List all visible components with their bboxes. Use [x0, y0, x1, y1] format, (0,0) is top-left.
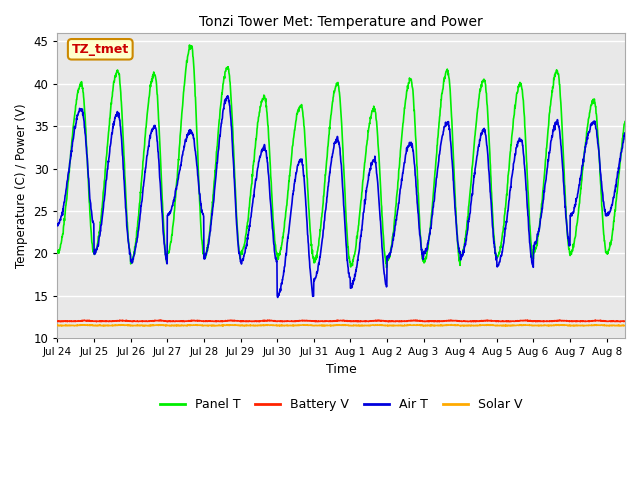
Battery V: [605, 318, 613, 324]
Solar V: [460, 323, 468, 329]
Panel T: [605, 247, 612, 253]
Battery V: [621, 318, 629, 324]
Solar V: [54, 322, 61, 328]
Panel T: [54, 248, 61, 254]
Panel T: [186, 42, 193, 48]
X-axis label: Time: Time: [326, 363, 356, 376]
Air T: [501, 229, 509, 235]
Solar V: [501, 323, 509, 328]
Solar V: [314, 323, 322, 328]
Air T: [621, 132, 629, 138]
Legend: Panel T, Battery V, Air T, Solar V: Panel T, Battery V, Air T, Solar V: [155, 393, 527, 416]
Battery V: [54, 318, 61, 324]
Battery V: [330, 318, 337, 324]
Panel T: [330, 91, 337, 96]
Text: TZ_tmet: TZ_tmet: [72, 43, 129, 56]
Title: Tonzi Tower Met: Temperature and Power: Tonzi Tower Met: Temperature and Power: [199, 15, 483, 29]
Y-axis label: Temperature (C) / Power (V): Temperature (C) / Power (V): [15, 103, 28, 268]
Solar V: [605, 323, 612, 328]
Panel T: [605, 247, 613, 253]
Air T: [315, 262, 323, 267]
Air T: [605, 210, 612, 216]
Panel T: [383, 264, 390, 270]
Solar V: [621, 323, 629, 328]
Battery V: [605, 318, 612, 324]
Air T: [605, 210, 613, 216]
Solar V: [447, 322, 455, 327]
Air T: [224, 93, 232, 99]
Panel T: [501, 210, 509, 216]
Battery V: [315, 318, 323, 324]
Solar V: [605, 323, 613, 329]
Battery V: [81, 317, 88, 323]
Battery V: [83, 318, 90, 324]
Battery V: [501, 318, 509, 324]
Panel T: [621, 119, 629, 124]
Line: Air T: Air T: [58, 96, 625, 298]
Battery V: [472, 319, 479, 324]
Line: Solar V: Solar V: [58, 324, 625, 326]
Air T: [330, 144, 338, 149]
Solar V: [83, 322, 90, 328]
Panel T: [315, 243, 323, 249]
Air T: [83, 146, 90, 152]
Line: Battery V: Battery V: [58, 320, 625, 322]
Air T: [54, 223, 61, 228]
Air T: [274, 295, 282, 300]
Line: Panel T: Panel T: [58, 45, 625, 267]
Panel T: [83, 142, 90, 147]
Solar V: [330, 323, 337, 328]
